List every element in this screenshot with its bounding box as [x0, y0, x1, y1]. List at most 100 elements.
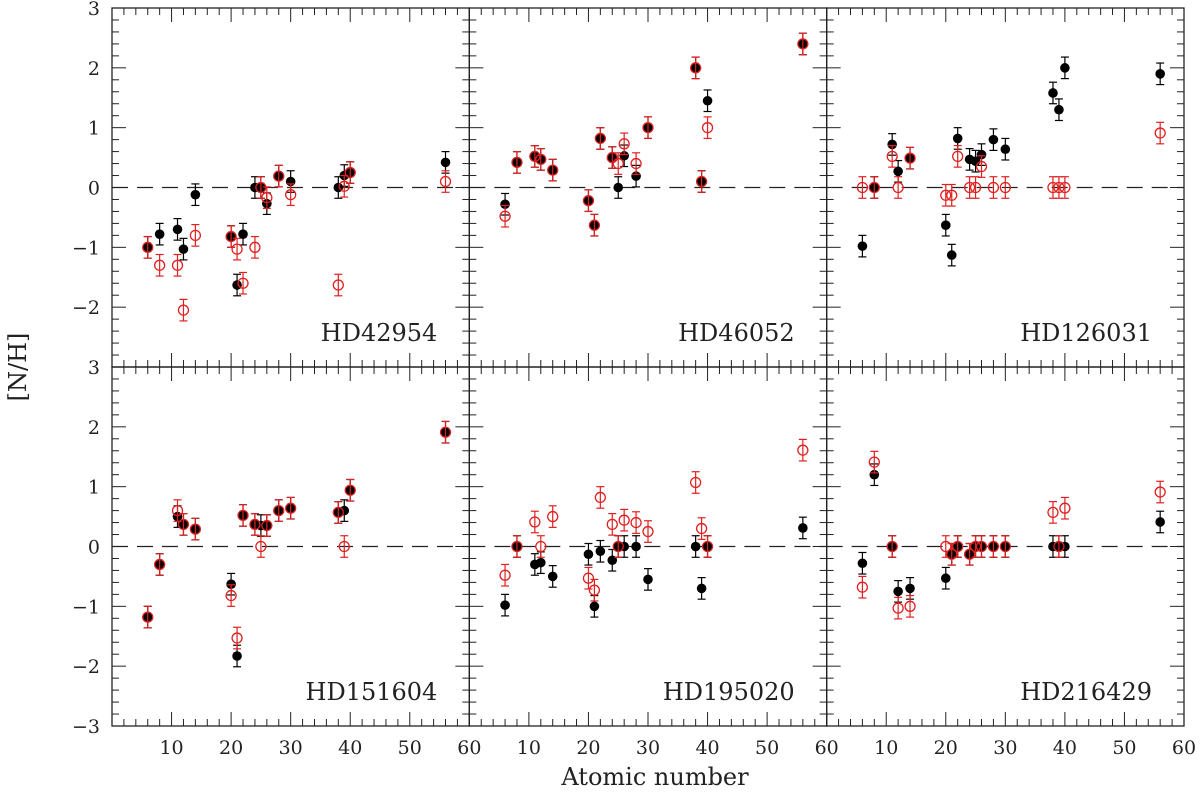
open-point-errorbar [250, 235, 259, 259]
open-data-point [797, 38, 809, 50]
open-data-point [547, 510, 559, 523]
open-point-errorbar [888, 145, 897, 168]
open-point-errorbar [334, 273, 343, 297]
open-data-point [142, 241, 154, 253]
filled-data-point [440, 157, 451, 168]
filled-data-point [976, 149, 987, 160]
open-point-errorbar [596, 486, 605, 509]
open-point-errorbar [239, 271, 248, 295]
open-data-point [177, 304, 190, 316]
y-tick-label: 1 [88, 477, 100, 499]
open-data-point [975, 540, 988, 553]
open-point-errorbar [608, 512, 617, 536]
filled-data-point [1060, 63, 1070, 73]
panel-label: HD46052 [678, 319, 795, 347]
open-data-point [273, 170, 285, 182]
y-tick-label: 2 [88, 58, 100, 80]
open-point-errorbar [870, 176, 879, 199]
open-data-point [642, 122, 654, 134]
open-point-errorbar [590, 578, 599, 602]
open-data-point [642, 525, 654, 538]
open-point-errorbar [441, 420, 450, 444]
open-data-point [695, 175, 708, 188]
open-data-point [499, 569, 511, 581]
x-tick-label: 50 [755, 737, 779, 759]
open-point-errorbar [697, 517, 706, 540]
open-point-errorbar [256, 176, 265, 199]
filled-data-point [690, 541, 701, 552]
filled-data-point [946, 250, 957, 260]
open-data-point [332, 506, 344, 519]
filled-data-point [613, 182, 624, 193]
open-point-errorbar [173, 253, 182, 277]
open-data-point [940, 540, 952, 553]
open-data-point [1047, 181, 1059, 194]
open-point-errorbar [977, 535, 986, 558]
open-data-point [171, 259, 184, 271]
open-point-errorbar [977, 155, 986, 178]
open-point-errorbar [441, 170, 450, 193]
y-tick-label: −2 [72, 656, 100, 678]
panels-layer: HD42954 HD46052 HD126031 HD151604 HD195020 HD… [111, 7, 1185, 727]
open-point-errorbar [894, 596, 903, 620]
open-data-point [886, 540, 898, 553]
open-data-point [249, 241, 261, 253]
filled-data-point [857, 558, 868, 569]
open-data-point [261, 519, 273, 532]
open-data-point [285, 502, 297, 514]
open-point-errorbar [989, 535, 998, 558]
open-point-errorbar [233, 237, 242, 261]
open-point-errorbar [1048, 501, 1057, 524]
open-data-point [547, 164, 559, 176]
filled-data-point [857, 241, 868, 251]
open-data-point [886, 150, 898, 163]
open-point-errorbar [512, 535, 521, 558]
filled-data-point [547, 571, 558, 582]
open-point-errorbar [906, 594, 915, 618]
open-data-point [225, 230, 237, 243]
open-point-errorbar [191, 223, 200, 247]
open-data-point [606, 518, 618, 531]
y-tick-label: 1 [88, 118, 100, 140]
open-point-errorbar [179, 298, 188, 322]
open-data-point [231, 243, 243, 255]
filled-data-point [952, 133, 963, 144]
filled-data-point [887, 139, 897, 150]
panel-label: HD216429 [1020, 678, 1152, 706]
open-data-point [511, 156, 523, 169]
open-point-errorbar [334, 501, 343, 524]
open-data-point [594, 132, 607, 145]
x-tick-label: 10 [874, 737, 898, 759]
open-point-errorbar [286, 496, 295, 520]
open-point-errorbar [632, 152, 641, 175]
x-tick-label: 50 [398, 737, 422, 759]
x-tick-label: 30 [636, 737, 660, 759]
open-data-point [344, 484, 356, 496]
open-data-point [231, 632, 243, 644]
panel-hd216429: HD216429 [826, 366, 1185, 727]
open-data-point [171, 504, 184, 517]
filled-data-point [178, 244, 189, 254]
x-tick-label: 40 [695, 737, 719, 759]
open-point-errorbar [536, 535, 545, 558]
filled-data-point [940, 220, 951, 230]
open-data-point [618, 514, 630, 526]
open-point-errorbar [501, 563, 510, 587]
filled-data-point [1054, 104, 1064, 115]
open-data-point [261, 192, 273, 204]
open-point-errorbar [947, 183, 956, 207]
open-data-point [701, 540, 714, 553]
panel-label: HD195020 [663, 678, 795, 706]
panel-label: HD126031 [1020, 319, 1152, 347]
open-data-point [904, 152, 916, 164]
panel-frame [826, 366, 1185, 727]
filled-data-point [154, 229, 165, 239]
open-point-errorbar [274, 164, 283, 188]
open-data-point [695, 522, 708, 535]
open-data-point [630, 516, 642, 529]
x-tick-label: 20 [934, 737, 958, 759]
filled-data-point [702, 95, 713, 106]
open-point-errorbar [346, 161, 355, 184]
panel-hd151604: HD151604 [111, 366, 470, 727]
open-data-point [975, 160, 988, 173]
